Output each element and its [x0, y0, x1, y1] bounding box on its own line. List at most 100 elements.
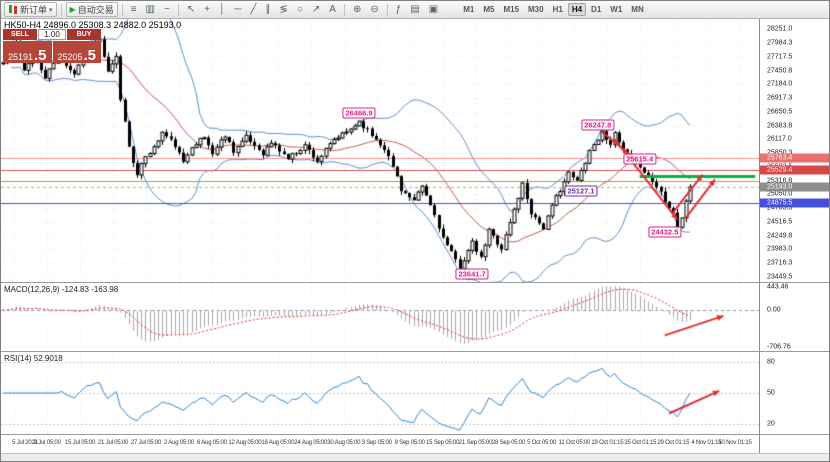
price-tick: 27450.8	[767, 67, 793, 75]
rsi-tick: 20	[767, 420, 775, 428]
tile-windows-icon[interactable]: ▣	[428, 3, 439, 15]
toolbar-separator	[121, 3, 123, 16]
time-label: 21 Jul 05:00	[97, 440, 129, 446]
price-tick: 23716.3	[767, 259, 793, 267]
time-label: 15 Jul 05:00	[64, 440, 96, 446]
time-label: 19 Oct 01:15	[591, 440, 624, 446]
time-label: 25 Oct 01:15	[624, 440, 657, 446]
buy-price: 25205	[57, 52, 83, 62]
buy-button[interactable]: 25205.5	[52, 41, 101, 63]
price-tick: 27717.5	[767, 53, 793, 61]
rsi-axis: 80 50 20	[760, 352, 829, 434]
text-tool-icon[interactable]: A	[329, 3, 336, 15]
timeframe-m30[interactable]: M30	[528, 5, 544, 14]
time-label: 18 Aug 05:00	[261, 440, 295, 446]
drawing-tool-buttons: ↖ + │ ─ ╱ ∥ ≶ ○ ↗ A	[183, 2, 340, 17]
axis-price-box: 25763.4	[760, 153, 829, 163]
sell-label[interactable]: SELL	[3, 29, 37, 40]
chart-symbol-ohlc: HK50-H4 24896.0 25308.3 24882.0 25193.0	[4, 20, 182, 30]
price-tick: 24516.5	[767, 218, 793, 226]
ellipse-icon[interactable]: ○	[296, 3, 303, 15]
lot-size-input[interactable]: 1.00	[38, 29, 66, 40]
crosshair-icon[interactable]: +	[204, 3, 211, 15]
time-label: 9 Sep 05:00	[394, 440, 425, 446]
new-order-button[interactable]: 新订单 ▾	[4, 2, 57, 17]
time-label: 21 Sep 05:00	[458, 440, 493, 446]
macd-label: MACD(12,26,9) -124.83 -163.98	[4, 285, 119, 294]
horizontal-line-icon[interactable]: ─	[234, 3, 242, 15]
price-chart-canvas[interactable]	[1, 19, 759, 282]
timeframe-d1[interactable]: D1	[591, 5, 602, 14]
price-tick: 26383.8	[767, 122, 793, 130]
time-label: 24 Aug 05:00	[294, 440, 328, 446]
timeframe-w1[interactable]: W1	[610, 5, 623, 14]
price-tick: 24249.8	[767, 232, 793, 240]
time-label: 6 Aug 05:00	[196, 440, 227, 446]
zoom-out-icon[interactable]: ⊖	[370, 3, 379, 15]
status-bar	[1, 453, 829, 461]
macd-canvas[interactable]	[1, 283, 759, 351]
macd-axis: 443.46 0.00 -706.76	[760, 283, 829, 351]
fibonacci-icon[interactable]: ≶	[279, 3, 288, 15]
time-label: 4 Nov 01:15	[691, 440, 722, 446]
panel-separator	[1, 282, 829, 283]
price-axis[interactable]: 28251.0 27984.3 27717.5 27450.8 27184.0 26917…	[760, 19, 829, 282]
price-tick: 26117.0	[767, 135, 792, 143]
rsi-tick: 80	[767, 358, 775, 366]
cursor-icon[interactable]: ↖	[186, 3, 196, 15]
auto-trading-button[interactable]: ▶ 自动交易	[65, 2, 118, 17]
timeframe-mn[interactable]: MN	[631, 5, 644, 14]
toolbar-separator	[386, 3, 388, 16]
axis-price-box: 24875.5	[760, 198, 829, 208]
buy-label[interactable]: BUY	[67, 29, 101, 40]
chart-type-buttons: ≡ ▥ ~	[127, 2, 174, 17]
panel-separator	[1, 351, 829, 352]
templates-icon[interactable]: ▤	[410, 3, 420, 15]
price-tick: 24783.3	[767, 204, 793, 212]
sell-price: 25191	[7, 52, 33, 62]
price-tick: 27184.0	[767, 80, 793, 88]
timeframe-m1[interactable]: M1	[463, 5, 475, 14]
price-tick: 25316.8	[767, 177, 793, 185]
zoom-in-icon[interactable]: ⊕	[352, 3, 362, 15]
sell-price-big-digit: .5	[34, 47, 47, 64]
trendline-icon[interactable]: ╱	[250, 3, 257, 15]
indicators-icon[interactable]: ƒ	[395, 3, 402, 15]
sell-button[interactable]: 25191.5	[3, 41, 52, 63]
timeframe-h1[interactable]: H1	[552, 5, 563, 14]
timeframe-m15[interactable]: M15	[503, 5, 520, 14]
time-label: 28 Sep 05:00	[491, 440, 526, 446]
misc-buttons: ƒ ▤ ▣	[392, 2, 442, 17]
main-toolbar: 新订单 ▾ ▶ 自动交易 ≡ ▥ ~ ↖ + │ ─ ╱ ∥ ≶ ○ ↗ A ⊕ ⊖ ƒ ▤ ▣ M1 M5 M…	[1, 1, 829, 19]
bar-chart-icon[interactable]: ≡	[130, 3, 137, 15]
toolbar-separator	[343, 3, 345, 16]
toolbar-separator	[177, 3, 179, 16]
time-label: 2 Aug 05:00	[164, 440, 194, 446]
time-label: 3 Sep 05:00	[361, 440, 392, 446]
chart-area: HK50-H4 24896.0 25308.3 24882.0 25193.0 …	[1, 19, 829, 461]
time-label: 5 Oct 05:00	[527, 440, 556, 446]
time-label: 5 Jul 2021	[12, 440, 38, 446]
timeframe-h4[interactable]: H4	[567, 3, 587, 16]
channel-icon[interactable]: ∥	[265, 3, 271, 15]
price-tick: 27984.3	[767, 39, 793, 47]
axis-price-box: 25529.4	[760, 165, 829, 175]
zoom-buttons: ⊕ ⊖	[349, 2, 383, 17]
macd-tick: -706.76	[767, 343, 791, 351]
rsi-label: RSI(14) 52.9018	[4, 354, 63, 363]
rsi-canvas[interactable]	[1, 352, 759, 434]
candlestick-icon[interactable]: ▥	[145, 3, 155, 15]
new-order-label: 新订单	[20, 5, 48, 15]
price-tick: 25050.0	[767, 190, 793, 198]
line-chart-icon[interactable]: ~	[164, 3, 170, 15]
time-axis[interactable]: 5 Jul 2021 9 Jul 05:00 15 Jul 05:00 21 Jul …	[1, 435, 759, 453]
chevron-down-icon: ▾	[49, 6, 53, 14]
time-label: 15 Sep 05:00	[425, 440, 460, 446]
play-icon: ▶	[69, 5, 76, 14]
vertical-line-icon[interactable]: │	[219, 3, 226, 15]
time-label: 27 Jul 05:00	[130, 440, 162, 446]
arrow-tool-icon[interactable]: ↗	[311, 3, 321, 15]
timeframe-m5[interactable]: M5	[483, 5, 495, 14]
time-label: 10 Nov 01:15	[718, 440, 752, 446]
